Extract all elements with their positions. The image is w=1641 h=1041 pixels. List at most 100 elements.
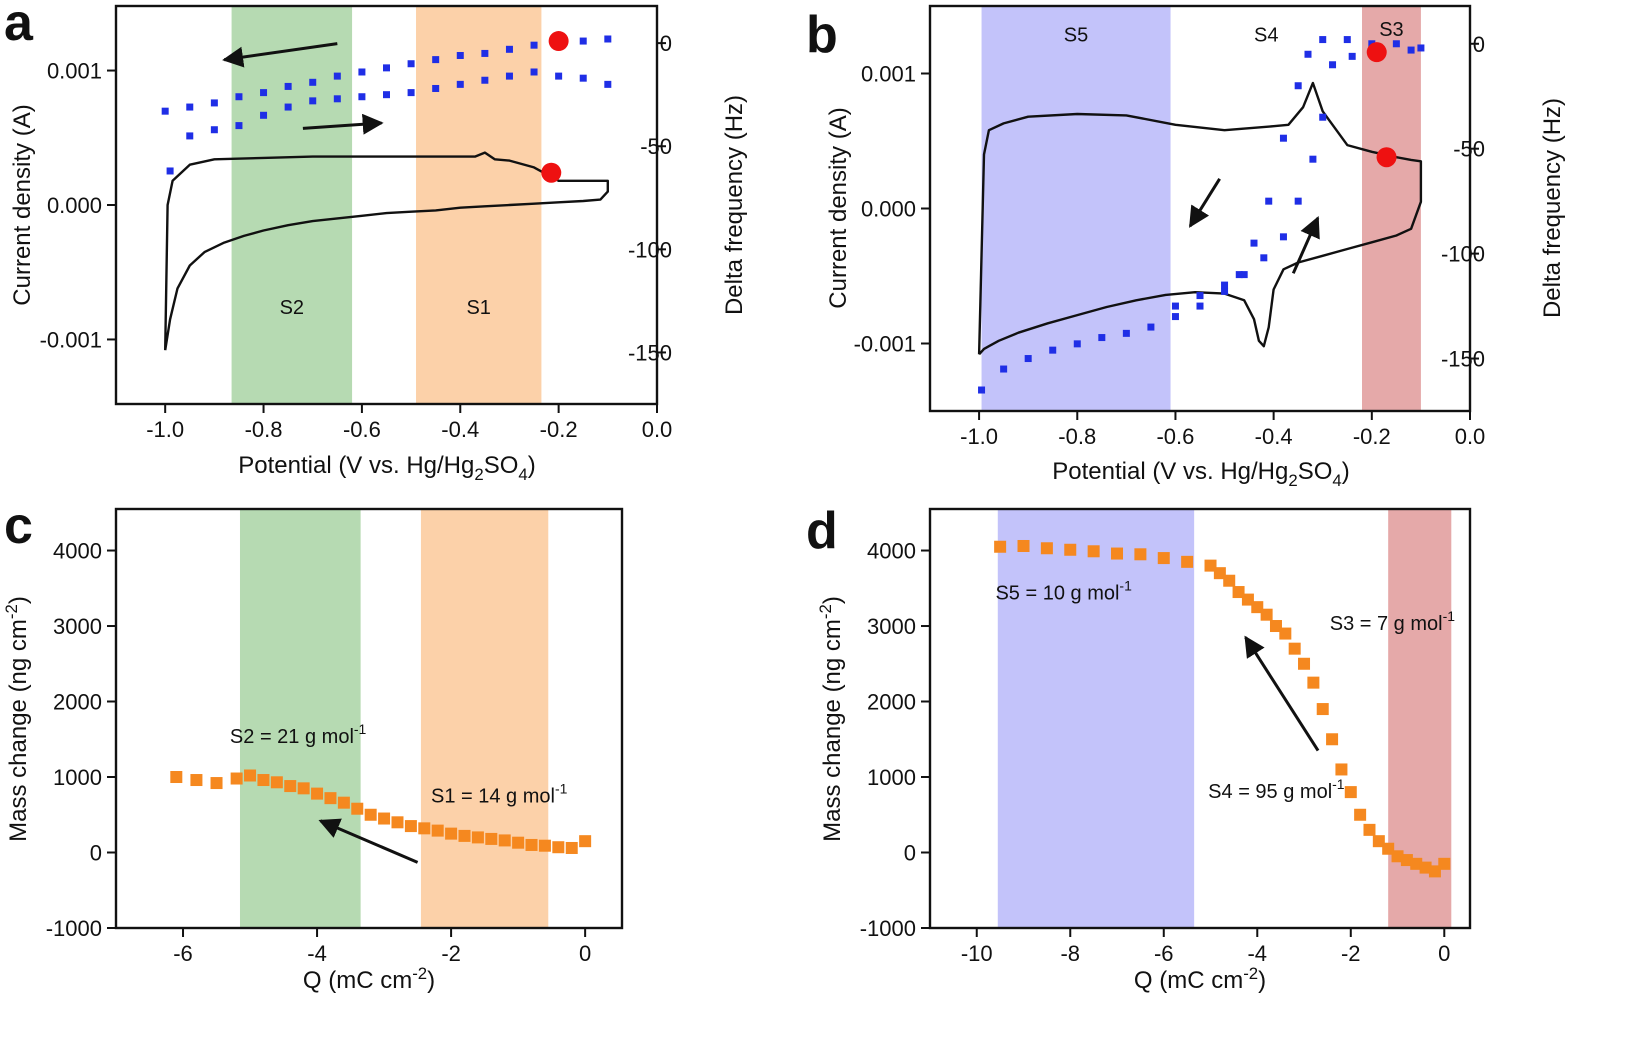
frequency-point [1329, 61, 1337, 69]
mass-point [498, 834, 511, 847]
frequency-point [284, 82, 292, 90]
mass-point [1269, 620, 1282, 633]
mass-point [257, 774, 270, 787]
mass-point [1382, 842, 1395, 855]
frequency-point [1392, 40, 1400, 48]
frequency-point [210, 99, 218, 107]
frequency-point [1343, 36, 1351, 44]
mass-point [1204, 559, 1217, 572]
frequency-point [1265, 197, 1273, 205]
frequency-point [1279, 233, 1287, 241]
mass-point [525, 838, 538, 851]
frequency-point [1250, 239, 1258, 247]
frequency-point [1196, 302, 1204, 310]
mass-point [1279, 627, 1292, 640]
mass-point [552, 841, 565, 854]
x-tick-label: -0.6 [343, 417, 381, 442]
y-tick-label: 1000 [867, 765, 916, 790]
region-S5 [981, 6, 1171, 411]
y-tick-label: 0.000 [861, 197, 916, 222]
panel-a: -1.0 -0.8 -0.6 -0.4 -0.2 0.0 -0.001 0.000 0.001 0… [4, 0, 748, 484]
mass-point [311, 787, 324, 800]
y-axis-title: Current density (A) [9, 104, 36, 305]
frequency-point [309, 97, 317, 105]
x-tick-label: -6 [1154, 941, 1174, 966]
frequency-point [530, 41, 538, 49]
mass-point [445, 827, 458, 840]
x-tick-label: -1.0 [960, 424, 998, 449]
frequency-point [284, 103, 292, 111]
x-tick-label: 0.0 [642, 417, 673, 442]
red-marker [1366, 42, 1387, 63]
mass-point [1335, 763, 1348, 776]
mass-point [190, 774, 203, 787]
mass-point [1251, 601, 1264, 614]
red-marker [548, 31, 569, 52]
y-axis-title: Mass change (ng cm-2) [2, 596, 32, 842]
frequency-point [1122, 329, 1130, 337]
mass-point [1260, 608, 1273, 621]
plot-frame [928, 507, 1472, 930]
mass-point [170, 771, 183, 784]
frequency-point [161, 107, 169, 115]
frequency-point [1348, 52, 1356, 60]
x-tick-label: 0 [579, 941, 591, 966]
mass-point [1087, 545, 1100, 558]
frequency-point [407, 60, 415, 68]
frequency-point [1221, 287, 1229, 295]
mass-point [579, 835, 592, 848]
x-axis-title: Potential (V vs. Hg/Hg2SO4) [1052, 458, 1349, 490]
x-tick-label: -2 [441, 941, 461, 966]
region-label: S5 [1064, 24, 1088, 46]
y2-tick-label: -150 [628, 340, 672, 365]
frequency-point [481, 76, 489, 84]
y-tick-label: 0.000 [47, 193, 102, 218]
mass-point [1241, 593, 1254, 606]
frequency-point [309, 78, 317, 86]
frequency-point [1319, 113, 1327, 121]
x-tick-label: -0.4 [441, 417, 479, 442]
y2-axis-title: Delta frequency (Hz) [1539, 98, 1566, 318]
frequency-point [432, 56, 440, 64]
y-tick-label: 2000 [53, 690, 102, 715]
x-tick-label: -4 [1247, 941, 1267, 966]
frequency-point [1098, 334, 1106, 342]
x-tick-label: -0.4 [1255, 424, 1293, 449]
mass-point [1438, 857, 1451, 870]
mass-point [1354, 808, 1367, 821]
x-tick-label: 0 [1438, 941, 1450, 966]
mass-point [458, 829, 471, 842]
region-S2 [231, 6, 353, 404]
mass-point [351, 802, 364, 815]
y2-tick-label: -50 [640, 134, 672, 159]
x-tick-label: -1.0 [146, 417, 184, 442]
region-S3 [1362, 6, 1421, 411]
y-tick-label: 0.001 [861, 62, 916, 87]
frequency-point [456, 80, 464, 88]
mass-point [1400, 854, 1413, 867]
frequency-point [481, 49, 489, 57]
mass-point [1344, 786, 1357, 799]
frequency-point [407, 89, 415, 97]
mass-point [1288, 642, 1301, 655]
frequency-point [358, 68, 366, 76]
y-tick-label: -1000 [860, 916, 916, 941]
frequency-point [1417, 44, 1425, 52]
plot-frame [114, 507, 624, 930]
y-tick-label: 0 [904, 841, 916, 866]
frequency-point [333, 72, 341, 80]
x-tick-label: -0.6 [1156, 424, 1194, 449]
mass-point [324, 792, 337, 805]
region-0 [239, 509, 361, 928]
region-label: S4 [1254, 24, 1278, 46]
mass-point [337, 796, 350, 809]
mass-point [1134, 548, 1147, 561]
frequency-point [456, 51, 464, 59]
red-marker [1376, 147, 1397, 168]
x-tick-label: -0.8 [245, 417, 283, 442]
region-1 [420, 509, 549, 928]
frequency-point [1294, 82, 1302, 90]
panel-c: -6 -4 -2 0 -1000 0 1000 2000 3000 4000 S2 = 21 g m… [2, 497, 624, 994]
frequency-point [1196, 292, 1204, 300]
